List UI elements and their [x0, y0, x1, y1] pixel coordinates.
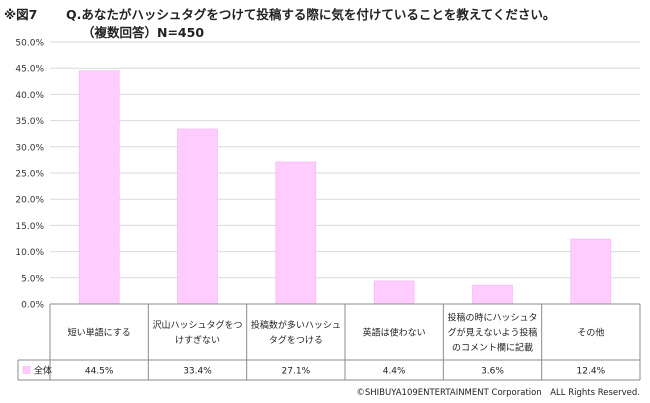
- bar: [570, 238, 612, 305]
- y-tick-label: 20.0%: [15, 196, 44, 206]
- category-label-line: グが見えないよう投稿: [448, 327, 538, 339]
- value-label: 4.4%: [383, 367, 406, 377]
- category-label-line: 投稿数が多いハッシュ: [251, 319, 341, 331]
- category-label: 投稿の時にハッシュタグが見えないよう投稿のコメント欄に記載: [447, 312, 537, 354]
- category-label-line: 投稿の時にハッシュタ: [447, 312, 537, 324]
- chart-subtitle: （複数回答）N=450: [82, 25, 205, 40]
- chart-title: Q.あなたがハッシュタグをつけて投稿する際に気を付けていることを教えてください。: [66, 7, 556, 22]
- category-label-line: のコメント欄に記載: [452, 342, 533, 354]
- y-tick-label: 10.0%: [15, 248, 44, 258]
- legend-swatch: [22, 366, 31, 374]
- legend-label: 全体: [34, 365, 52, 377]
- category-label-line: けすぎない: [175, 334, 220, 346]
- bar: [78, 70, 120, 305]
- category-label: 英語は使わない: [363, 327, 426, 339]
- y-tick-label: 15.0%: [15, 222, 44, 232]
- category-label: その他: [577, 327, 604, 339]
- y-tick-label: 50.0%: [15, 39, 44, 49]
- category-label-line: その他: [577, 327, 604, 339]
- value-label: 3.6%: [481, 367, 504, 377]
- category-label-line: タグをつける: [269, 334, 323, 346]
- y-tick-label: 25.0%: [15, 170, 44, 180]
- category-label: 短い単語にする: [68, 327, 131, 339]
- y-tick-label: 35.0%: [15, 117, 44, 127]
- value-label: 44.5%: [85, 367, 114, 377]
- value-label: 33.4%: [183, 367, 212, 377]
- category-label-line: 短い単語にする: [68, 327, 131, 339]
- bar: [472, 284, 513, 305]
- copyright-notice: ©SHIBUYA109ENTERTAINMENT Corporation ALL…: [356, 388, 640, 398]
- y-tick-label: 45.0%: [15, 65, 44, 75]
- y-tick-label: 0.0%: [21, 301, 44, 311]
- bar: [275, 161, 317, 305]
- y-tick-label: 30.0%: [15, 143, 44, 153]
- category-label: 投稿数が多いハッシュタグをつける: [251, 319, 341, 346]
- value-label: 12.4%: [577, 367, 606, 377]
- y-tick-label: 40.0%: [15, 91, 44, 101]
- figure-label: ※図7: [4, 7, 38, 22]
- value-label: 27.1%: [282, 367, 311, 377]
- bar: [177, 128, 218, 305]
- category-label-line: 英語は使わない: [363, 327, 426, 339]
- category-label: 沢山ハッシュタグをつけすぎない: [152, 319, 242, 346]
- category-label-line: 沢山ハッシュタグをつ: [152, 319, 242, 331]
- y-tick-label: 5.0%: [21, 274, 44, 284]
- bar: [373, 280, 415, 305]
